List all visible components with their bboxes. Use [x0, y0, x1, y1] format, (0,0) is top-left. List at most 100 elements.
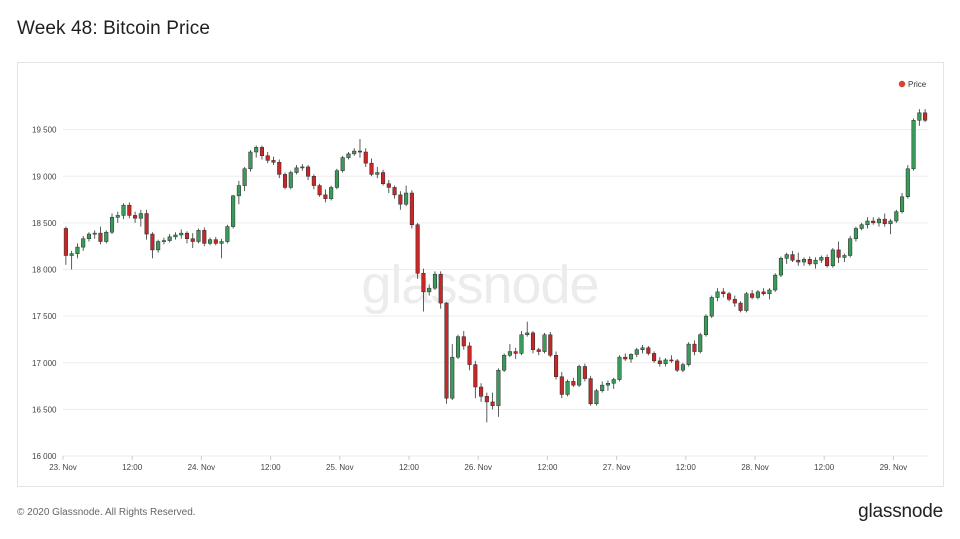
candle[interactable] — [306, 165, 311, 180]
candle[interactable] — [179, 229, 184, 239]
candle[interactable] — [104, 230, 109, 244]
candle[interactable] — [813, 257, 818, 269]
candle[interactable] — [81, 235, 86, 251]
candle[interactable] — [421, 268, 426, 312]
candle[interactable] — [259, 145, 264, 160]
candle[interactable] — [392, 185, 397, 199]
candle[interactable] — [150, 232, 155, 259]
candle[interactable] — [502, 353, 507, 373]
candle[interactable] — [709, 295, 714, 318]
candle[interactable] — [819, 255, 824, 263]
candle[interactable] — [542, 332, 547, 354]
candle[interactable] — [778, 256, 783, 277]
candle[interactable] — [784, 252, 789, 264]
candle[interactable] — [755, 290, 760, 300]
candle[interactable] — [554, 351, 559, 380]
candle[interactable] — [692, 340, 697, 356]
candle[interactable] — [646, 345, 651, 356]
candle[interactable] — [640, 345, 645, 354]
candle[interactable] — [461, 331, 466, 350]
candle[interactable] — [796, 252, 801, 266]
candle[interactable] — [548, 331, 553, 358]
candle[interactable] — [871, 217, 876, 225]
candle[interactable] — [559, 372, 564, 399]
candle[interactable] — [484, 392, 489, 423]
candle[interactable] — [323, 189, 328, 203]
candle[interactable] — [288, 170, 293, 190]
candle[interactable] — [254, 145, 259, 158]
candle[interactable] — [415, 222, 420, 279]
candle[interactable] — [277, 159, 282, 179]
candle[interactable] — [848, 235, 853, 258]
candle[interactable] — [86, 232, 91, 242]
candle[interactable] — [773, 273, 778, 292]
candle[interactable] — [536, 347, 541, 356]
candle[interactable] — [507, 344, 512, 358]
candle[interactable] — [750, 290, 755, 300]
candle[interactable] — [398, 191, 403, 210]
candle[interactable] — [75, 243, 80, 259]
candle[interactable] — [582, 363, 587, 382]
candle[interactable] — [184, 231, 190, 244]
candle[interactable] — [427, 284, 432, 296]
candle[interactable] — [231, 194, 236, 229]
candle[interactable] — [842, 253, 847, 263]
candle[interactable] — [836, 241, 841, 263]
candle[interactable] — [703, 314, 709, 337]
candle[interactable] — [611, 377, 616, 389]
candle[interactable] — [386, 179, 391, 194]
candle[interactable] — [577, 364, 582, 387]
candle[interactable] — [652, 351, 657, 363]
candle[interactable] — [133, 211, 138, 223]
candle[interactable] — [190, 233, 195, 249]
candle[interactable] — [357, 138, 363, 158]
candle[interactable] — [363, 148, 368, 167]
candle[interactable] — [738, 301, 743, 313]
candle[interactable] — [761, 288, 766, 296]
candle[interactable] — [905, 165, 910, 199]
candle[interactable] — [265, 152, 270, 164]
candle[interactable] — [115, 211, 120, 223]
candle[interactable] — [825, 254, 830, 268]
candle[interactable] — [894, 209, 899, 223]
candle[interactable] — [196, 228, 201, 244]
candle[interactable] — [225, 224, 230, 244]
candle[interactable] — [282, 172, 288, 190]
candle[interactable] — [109, 213, 115, 235]
candle[interactable] — [369, 158, 374, 177]
candle[interactable] — [213, 236, 218, 246]
candle[interactable] — [744, 291, 749, 313]
candle[interactable] — [432, 271, 437, 291]
candle[interactable] — [219, 238, 224, 259]
candle[interactable] — [202, 227, 207, 247]
candle[interactable] — [248, 150, 253, 172]
candle[interactable] — [698, 332, 703, 354]
candle[interactable] — [208, 237, 213, 246]
candle[interactable] — [92, 230, 97, 239]
candle[interactable] — [801, 257, 807, 266]
candle[interactable] — [236, 180, 241, 205]
candle[interactable] — [715, 288, 720, 302]
candle[interactable] — [167, 234, 172, 243]
candle[interactable] — [525, 321, 530, 337]
candle[interactable] — [634, 347, 639, 358]
candle[interactable] — [317, 183, 322, 197]
candle[interactable] — [830, 248, 835, 268]
candle[interactable] — [675, 359, 680, 373]
candle[interactable] — [882, 213, 887, 227]
candle[interactable] — [375, 166, 380, 179]
candle[interactable] — [923, 109, 928, 123]
candle[interactable] — [680, 362, 685, 373]
candle[interactable] — [600, 381, 605, 393]
candle[interactable] — [98, 226, 103, 245]
candle[interactable] — [617, 355, 622, 382]
candle[interactable] — [663, 358, 668, 367]
candle[interactable] — [311, 174, 316, 190]
candle[interactable] — [876, 217, 882, 227]
candle[interactable] — [565, 379, 570, 397]
candle[interactable] — [127, 202, 132, 219]
candle[interactable] — [144, 209, 149, 240]
candle[interactable] — [888, 219, 893, 235]
candle[interactable] — [340, 155, 345, 173]
candle[interactable] — [588, 375, 593, 406]
